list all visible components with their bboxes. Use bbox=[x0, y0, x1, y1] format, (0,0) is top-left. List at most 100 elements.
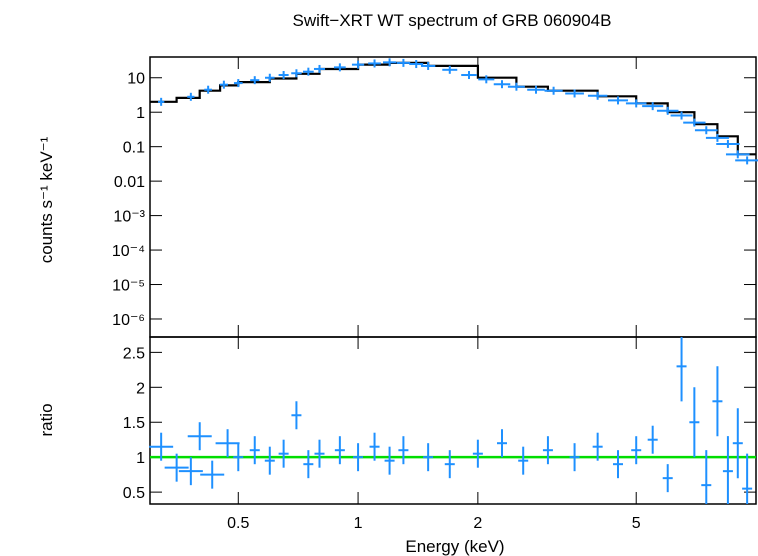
ratio-data-point bbox=[631, 436, 642, 465]
ratio-y-tick-label: 2 bbox=[136, 380, 145, 397]
spectrum-data-point bbox=[544, 86, 563, 95]
spectrum-data-point bbox=[157, 97, 165, 106]
ratio-data-point bbox=[701, 450, 712, 504]
ratio-data-point bbox=[742, 453, 753, 504]
ratio-data-point bbox=[384, 446, 395, 475]
spectrum-y-tick-label: 10 bbox=[127, 71, 145, 88]
ratio-data-point bbox=[647, 425, 658, 454]
ratio-data-point bbox=[497, 429, 508, 458]
ratio-data-point bbox=[689, 387, 700, 458]
spectrum-data-point bbox=[716, 139, 740, 148]
spectrum-panel: 10 1 0.1 0.01 10⁻³ 10⁻⁴ 10⁻⁵ 10⁻⁶ counts s⁻¹ ke… bbox=[37, 56, 758, 338]
spectrum-data-point bbox=[642, 102, 664, 111]
ratio-data-point bbox=[303, 450, 314, 479]
ratio-data-point bbox=[722, 436, 733, 504]
ratio-y-tick-label: 1 bbox=[136, 450, 145, 467]
spectrum-data-point bbox=[694, 126, 718, 135]
model-curve bbox=[150, 61, 756, 156]
ratio-y-tick-label: 1.5 bbox=[123, 415, 145, 432]
ratio-data-point bbox=[676, 337, 687, 402]
spectrum-data-point bbox=[607, 96, 629, 105]
ratio-data-point bbox=[353, 443, 364, 472]
spectrum-data-point bbox=[351, 60, 365, 69]
spectrum-data-point bbox=[507, 82, 525, 91]
spectrum-x-ticks bbox=[237, 57, 637, 337]
ratio-data-point bbox=[264, 446, 275, 475]
spectrum-model bbox=[150, 61, 756, 156]
ratio-y-axis-label: ratio bbox=[37, 403, 56, 436]
spectrum-data-point bbox=[313, 64, 326, 73]
spectrum-data-point bbox=[334, 63, 346, 72]
spectrum-data bbox=[157, 58, 758, 165]
ratio-y-ticks: 0.5 1 1.5 2 2.5 bbox=[123, 345, 756, 502]
ratio-data-point bbox=[398, 436, 409, 465]
spectrum-data-point bbox=[302, 67, 314, 76]
spectrum-data-point bbox=[250, 76, 260, 85]
x-tick-label: 1 bbox=[354, 515, 363, 532]
spectrum-data-point bbox=[204, 85, 213, 94]
ratio-data-point bbox=[215, 429, 240, 458]
spectrum-y-tick-label: 0.01 bbox=[114, 174, 145, 191]
ratio-data-point bbox=[149, 432, 174, 461]
chart-title: Swift−XRT WT spectrum of GRB 060904B bbox=[293, 11, 612, 30]
spectrum-data-point bbox=[625, 99, 647, 108]
spectrum-data-point bbox=[409, 60, 424, 69]
spectrum-data-point bbox=[735, 156, 758, 165]
spectrum-data-point bbox=[442, 65, 458, 74]
ratio-data bbox=[149, 337, 753, 504]
spectrum-data-point bbox=[396, 58, 411, 67]
ratio-data-point bbox=[542, 436, 553, 465]
ratio-data-point bbox=[314, 439, 325, 468]
ratio-data-point bbox=[278, 439, 289, 468]
spectrum-data-point bbox=[478, 75, 495, 84]
spectrum-data-point bbox=[382, 58, 397, 67]
x-tick-label: 2 bbox=[473, 515, 482, 532]
spectrum-y-ticks: 10 1 0.1 0.01 10⁻³ 10⁻⁴ 10⁻⁵ 10⁻⁶ bbox=[112, 71, 756, 329]
ratio-data-point bbox=[423, 443, 434, 472]
ratio-data-point bbox=[613, 450, 624, 479]
ratio-x-ticks: 0.5 1 2 5 bbox=[227, 337, 641, 532]
ratio-data-point bbox=[178, 457, 203, 486]
spectrum-data-point bbox=[725, 150, 750, 159]
spectrum-data-point bbox=[368, 59, 381, 68]
ratio-data-point bbox=[444, 450, 455, 479]
ratio-data-point bbox=[249, 436, 260, 465]
x-axis-label: Energy (keV) bbox=[405, 537, 504, 556]
spectrum-data-point bbox=[219, 80, 228, 89]
spectrum-y-tick-label: 10⁻⁵ bbox=[112, 278, 145, 295]
ratio-plot-frame bbox=[149, 336, 757, 505]
spectrum-y-tick-label: 1 bbox=[136, 105, 145, 122]
spectrum-data-point bbox=[420, 61, 436, 70]
spectrum-y-tick-label: 10⁻³ bbox=[113, 209, 145, 226]
spectrum-data-point bbox=[233, 79, 243, 88]
ratio-data-point bbox=[334, 436, 345, 465]
spectrum-data-point bbox=[278, 71, 289, 80]
ratio-data-point bbox=[732, 408, 743, 479]
ratio-data-point bbox=[518, 446, 529, 475]
spectrum-y-tick-label: 0.1 bbox=[123, 140, 145, 157]
spectrum-data-point bbox=[565, 89, 584, 98]
spectrum-data-point bbox=[683, 118, 706, 127]
spectrum-data-point bbox=[493, 80, 511, 89]
spectrum-y-tick-label: 10⁻⁴ bbox=[112, 243, 145, 260]
ratio-data-point bbox=[369, 432, 380, 461]
spectrum-data-point bbox=[264, 73, 275, 82]
spectrum-data-point bbox=[656, 106, 679, 115]
ratio-y-tick-label: 2.5 bbox=[123, 345, 145, 362]
spectrum-data-point bbox=[291, 69, 302, 78]
x-tick-label: 0.5 bbox=[227, 515, 249, 532]
ratio-data-point bbox=[472, 439, 483, 468]
spectrum-plot-frame bbox=[149, 56, 757, 338]
ratio-y-tick-label: 0.5 bbox=[123, 485, 145, 502]
spectrum-data-point bbox=[670, 111, 693, 120]
ratio-data-point bbox=[592, 432, 603, 461]
ratio-data-point bbox=[569, 443, 580, 472]
spectrum-y-axis-label: counts s⁻¹ keV⁻¹ bbox=[37, 136, 56, 263]
spectrum-data-point bbox=[527, 85, 545, 94]
spectrum-data-point bbox=[187, 92, 195, 101]
spectrum-y-tick-label: 10⁻⁶ bbox=[112, 312, 145, 329]
ratio-data-point bbox=[662, 464, 673, 493]
x-tick-label: 5 bbox=[632, 515, 641, 532]
ratio-data-point bbox=[712, 366, 723, 437]
